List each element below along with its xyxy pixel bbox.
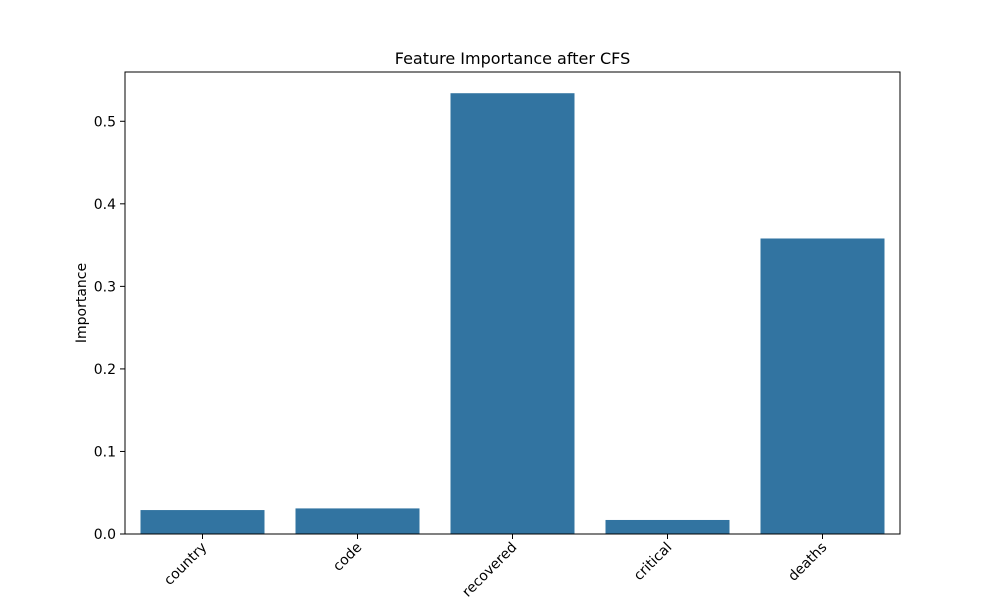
y-tick-label: 0.2 <box>94 362 116 378</box>
y-axis: 0.0 0.1 0.2 0.3 0.4 0.5 <box>94 114 125 543</box>
bars-group <box>140 93 885 534</box>
bar-critical <box>605 519 730 534</box>
x-tick-label: recovered <box>459 540 520 600</box>
x-axis: country code recovered critical deaths <box>161 534 830 600</box>
x-tick-label: code <box>330 540 365 575</box>
y-tick-label: 0.0 <box>94 527 116 543</box>
y-tick-label: 0.5 <box>94 114 116 130</box>
bar-code <box>295 508 420 534</box>
bar-country <box>140 510 265 534</box>
bar-deaths <box>760 238 885 534</box>
y-tick-label: 0.4 <box>94 197 116 213</box>
y-tick-label: 0.1 <box>94 444 116 460</box>
y-tick-label: 0.3 <box>94 279 116 295</box>
chart-title: Feature Importance after CFS <box>395 49 631 68</box>
x-tick-label: critical <box>631 540 675 584</box>
y-axis-label: Importance <box>74 263 90 343</box>
x-tick-label: country <box>161 540 210 589</box>
bar-recovered <box>450 93 575 534</box>
x-tick-label: deaths <box>785 540 830 585</box>
